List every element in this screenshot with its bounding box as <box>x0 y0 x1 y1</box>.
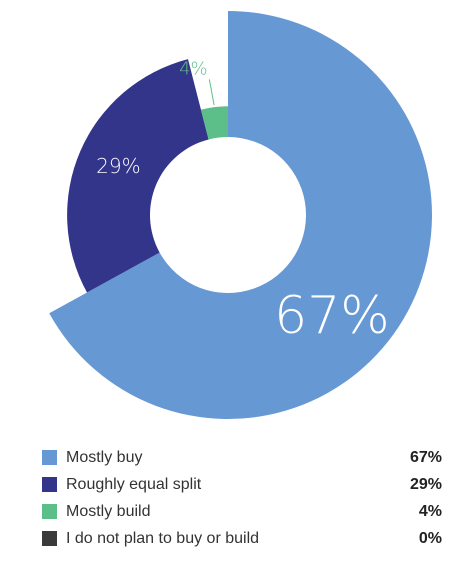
legend-label: I do not plan to buy or build <box>66 529 260 547</box>
slice-roughly-equal-split <box>67 59 209 293</box>
slice-label-mostly-build: 4% <box>179 58 208 79</box>
legend-swatch <box>42 477 57 492</box>
legend-item-roughly-equal-split: Roughly equal split 29% <box>42 471 442 498</box>
donut-chart: 67% 29% 4% <box>49 11 433 420</box>
legend-label: Mostly build <box>66 502 151 520</box>
legend-swatch <box>42 531 57 546</box>
legend-value: 4% <box>418 502 442 520</box>
legend-swatch <box>42 504 57 519</box>
slice-mostly-build <box>200 106 228 140</box>
slice-label-mostly-buy: 67% <box>274 286 390 346</box>
legend-item-no-plan: I do not plan to buy or build 0% <box>42 525 442 552</box>
chart-legend: Mostly buy 67% Roughly equal split 29% M… <box>42 444 442 552</box>
leader-line-mostly-build <box>208 79 215 106</box>
legend-item-mostly-build: Mostly build 4% <box>42 498 442 525</box>
legend-label: Mostly buy <box>66 448 143 466</box>
slice-mostly-buy <box>49 11 433 420</box>
legend-value: 67% <box>409 448 442 466</box>
legend-value: 29% <box>409 475 442 493</box>
slice-label-roughly-equal-split: 29% <box>96 154 140 178</box>
legend-label: Roughly equal split <box>66 475 202 493</box>
legend-value: 0% <box>418 529 442 547</box>
legend-swatch <box>42 450 57 465</box>
legend-item-mostly-buy: Mostly buy 67% <box>42 444 442 471</box>
